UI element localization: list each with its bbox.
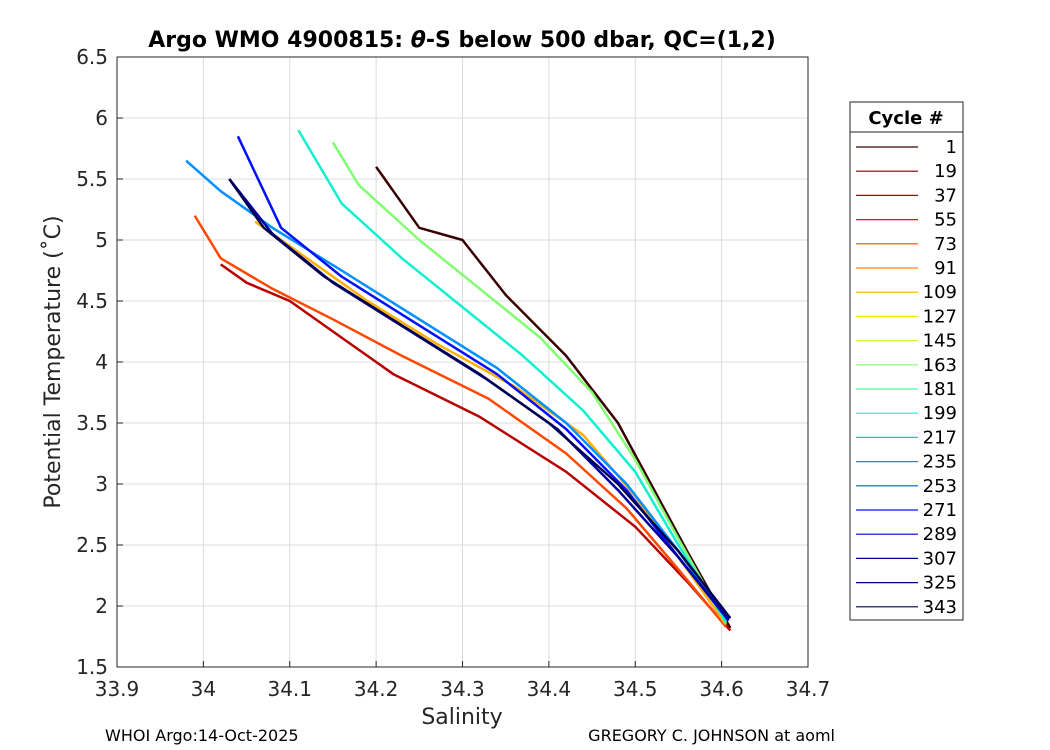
x-ticks: 33.9 34 34.1 34.2 34.3 34.4 34.5 34.6 34.7	[95, 661, 831, 701]
y-tick-label: 6	[95, 106, 108, 130]
legend-label: 325	[923, 573, 957, 594]
y-tick-label: 4.5	[76, 289, 108, 313]
y-tick-label: 2	[95, 594, 108, 618]
y-ticks: 1.5 2 2.5 3 3.5 4 4.5 5 5.5 6 6.5	[76, 45, 123, 679]
legend-entries: 1 19 37 55 73 91 109 127 145 163 181 199 217 235 253 27…	[856, 137, 957, 618]
series-line-cycle-199	[297, 129, 727, 623]
series-line-cycle-163	[331, 141, 727, 624]
x-tick-label: 34.6	[699, 677, 744, 701]
y-tick-label: 3.5	[76, 411, 108, 435]
y-tick-label: 2.5	[76, 533, 108, 557]
legend-label: 199	[923, 403, 957, 424]
legend-label: 19	[934, 161, 957, 182]
legend-label: 271	[923, 500, 957, 521]
x-tick-label: 34.1	[267, 677, 312, 701]
x-tick-label: 33.9	[95, 677, 140, 701]
legend: Cycle # 1 19 37 55 73 91 109 127 145 163 181 199 217…	[849, 101, 964, 621]
legend-label: 289	[923, 524, 957, 545]
legend-label: 163	[923, 355, 957, 376]
legend-label: 181	[923, 379, 957, 400]
y-tick-label: 6.5	[76, 45, 108, 69]
legend-label: 109	[923, 282, 957, 303]
legend-label: 343	[923, 597, 957, 618]
x-tick-label: 34.2	[354, 677, 399, 701]
legend-label: 217	[923, 427, 957, 448]
legend-label: 73	[934, 234, 957, 255]
legend-label: 235	[923, 452, 957, 473]
curves	[185, 129, 732, 632]
y-tick-label: 1.5	[76, 655, 108, 679]
y-axis-label: Potential Temperature (˚C)	[41, 215, 66, 508]
series-line-cycle-343	[228, 178, 732, 619]
legend-label: 307	[923, 548, 957, 569]
series-line-cycle-37	[219, 263, 732, 632]
x-axis-label: Salinity	[421, 705, 502, 730]
footer-left: WHOI Argo:14-Oct-2025	[105, 726, 299, 745]
footer-right: GREGORY C. JOHNSON at aoml	[588, 726, 835, 745]
y-tick-label: 3	[95, 472, 108, 496]
legend-label: 55	[934, 210, 957, 231]
legend-label: 37	[934, 185, 957, 206]
x-tick-label: 34.7	[786, 677, 831, 701]
x-tick-label: 34.4	[527, 677, 572, 701]
x-tick-label: 34	[191, 677, 216, 701]
series-line-cycle-1	[375, 166, 732, 629]
legend-label: 145	[923, 331, 957, 352]
y-tick-label: 5	[95, 228, 108, 252]
legend-label: 127	[923, 306, 957, 327]
x-tick-label: 34.5	[613, 677, 658, 701]
y-tick-label: 5.5	[76, 167, 108, 191]
legend-label: 91	[934, 258, 957, 279]
series-line-cycle-235	[185, 159, 730, 622]
x-tick-label: 34.3	[440, 677, 485, 701]
legend-label: 1	[946, 137, 957, 158]
y-tick-label: 4	[95, 350, 108, 374]
chart-title: Argo WMO 4900815: θ-S below 500 dbar, QC…	[148, 28, 776, 53]
series-line-cycle-73	[193, 214, 727, 628]
series-line-cycle-271	[236, 135, 730, 622]
legend-title: Cycle #	[868, 108, 943, 129]
legend-label: 253	[923, 476, 957, 497]
